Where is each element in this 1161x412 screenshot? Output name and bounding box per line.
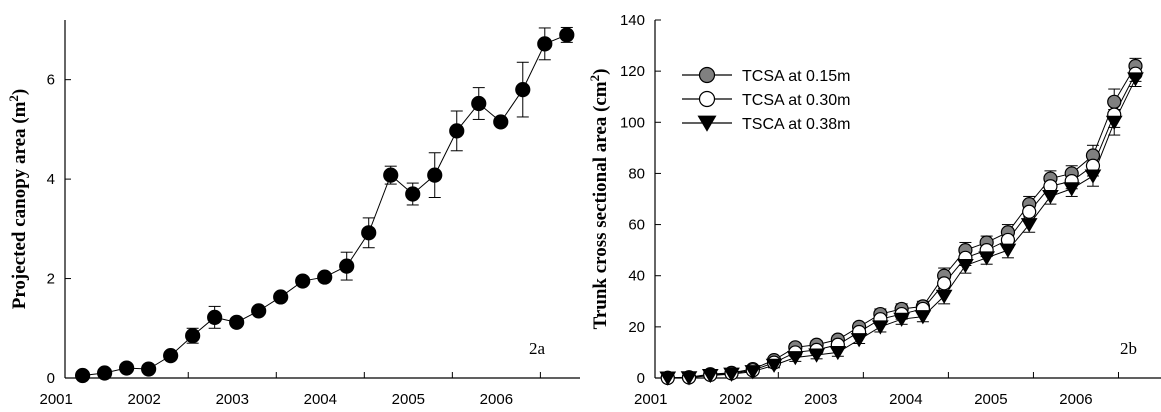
panel-2b-series-line (667, 78, 1136, 379)
panel-2a-y-axis-title: Projected canopy area (m2) (6, 89, 30, 310)
panel-2b-point (937, 276, 952, 291)
panel-2b-x-tick-label: 2006 (1059, 391, 1092, 408)
panel-2a-point (119, 360, 135, 376)
panel-2b-y-tick-label: 80 (628, 165, 645, 182)
panel-2b-point (1107, 94, 1122, 109)
legend-label: TSCA at 0.38m (742, 116, 851, 133)
panel-2b-point (999, 243, 1017, 258)
panel-2b-series-line (667, 73, 1136, 379)
panel-2a-point (383, 167, 399, 183)
panel-2a-point (207, 309, 223, 325)
legend-marker (698, 66, 716, 84)
panel-2b-point (765, 358, 783, 373)
panel-2b-point (1127, 72, 1144, 87)
panel-2a-point (295, 273, 311, 289)
panel-2a-x-tick-label: 2002 (128, 391, 161, 408)
panel-2a: Projected canopy area (m2) 2a 0 2 4 6 2001 2… (6, 20, 580, 408)
panel-2b-point (829, 345, 847, 361)
legend-label: TCSA at 0.15m (742, 68, 851, 85)
panel-2b-point (935, 289, 953, 304)
panel-2b-point (1042, 189, 1059, 205)
panel-2a-x-tick-label: 2006 (480, 391, 513, 408)
panel-2b-point (872, 320, 889, 335)
panel-2a-point (537, 36, 553, 52)
panel-2a-point (471, 95, 487, 112)
panel-2b-y-tick-label: 120 (620, 63, 645, 80)
panel-2a-x-tick-label: 2003 (216, 391, 249, 408)
panel-2a-point (361, 225, 377, 241)
panel-2b-point (786, 351, 804, 366)
panel-2b-point (957, 259, 974, 274)
panel-2b-y-tick-label: 60 (628, 217, 645, 234)
panel-2b-y-tick-label: 100 (620, 114, 645, 131)
panel-2b-x-tick-label: 2004 (889, 391, 922, 408)
panel-2b-point (893, 312, 910, 327)
panel-2a-series-line (82, 34, 567, 377)
panel-2b-point (914, 310, 932, 325)
legend-marker (697, 115, 717, 132)
panel-2b-y-tick-label: 20 (628, 319, 645, 336)
panel-2b-point (850, 333, 868, 348)
panel-2a-point (163, 348, 179, 364)
panel-2b-point (680, 371, 698, 386)
panel-2b-legend: TCSA at 0.15m TCSA at 0.30m TSCA at 0.38m (682, 66, 851, 133)
panel-2a-y-tick-label: 2 (47, 271, 55, 288)
panel-2a-point (449, 123, 465, 139)
panel-2b-point (744, 365, 762, 380)
panel-2a-point (427, 167, 443, 183)
panel-2a-point (405, 186, 421, 202)
panel-2b-point (1084, 169, 1102, 184)
panel-2a-point (75, 367, 91, 384)
panel-2a-y-tick-label: 0 (47, 370, 55, 387)
panel-2a-point (493, 114, 509, 130)
panel-2a-point (317, 269, 333, 285)
panel-2a-point (515, 82, 531, 98)
panel-2b-x-tick-label: 2002 (719, 391, 752, 408)
panel-2b-x-tick-label: 2001 (634, 391, 667, 408)
panel-2a-point (229, 314, 245, 330)
panel-2b-point (701, 368, 719, 384)
panel-2b-point (1063, 182, 1081, 197)
panel-2b-point (1022, 204, 1037, 219)
panel-2a-point (141, 361, 157, 377)
legend-label: TCSA at 0.30m (742, 92, 851, 109)
panel-2b-series-line (667, 65, 1136, 379)
panel-2a-point (339, 258, 355, 274)
panel-2b-y-axis-title: Trunk cross sectional area (cm2) (587, 69, 611, 330)
panel-2b-point (723, 367, 740, 382)
panel-2a-point (97, 365, 113, 381)
legend-marker (698, 90, 716, 108)
panel-2a-y-tick-label: 4 (47, 171, 55, 188)
panel-2a-point (273, 289, 289, 305)
panel-2a-point (185, 328, 201, 344)
panel-2a-point (559, 27, 575, 43)
panel-2b-y-tick-label: 140 (620, 12, 645, 29)
panel-2b-point (1020, 218, 1038, 233)
panel-2a-x-tick-label: 2004 (304, 391, 337, 408)
panel-2a-y-tick-label: 6 (47, 72, 55, 89)
panel-2b-label: 2b (1120, 339, 1137, 358)
panel-2a-x-tick-label: 2001 (40, 391, 73, 408)
panel-2b-point (659, 371, 677, 386)
panel-2b-x-tick-label: 2003 (804, 391, 837, 408)
panel-2a-point (251, 303, 267, 319)
panel-2a-x-tick-label: 2005 (392, 391, 425, 408)
panel-2a-label: 2a (529, 339, 546, 358)
panel-2b-point (808, 348, 825, 363)
panel-2b-x-tick-label: 2005 (974, 391, 1007, 408)
panel-2b-point (978, 251, 996, 266)
panel-2b: Trunk cross sectional area (cm2) 2b 0 20 4… (587, 12, 1161, 408)
panel-2b-y-tick-label: 40 (628, 268, 645, 285)
panel-2b-point (1105, 115, 1123, 130)
panel-2b-y-tick-label: 0 (637, 370, 645, 387)
